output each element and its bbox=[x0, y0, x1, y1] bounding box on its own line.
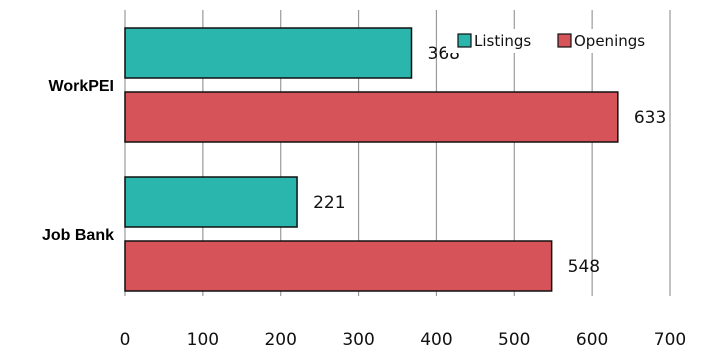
category-label-job-bank: Job Bank bbox=[42, 227, 114, 244]
x-tick-label-100: 100 bbox=[187, 330, 219, 350]
legend-swatch-openings bbox=[557, 33, 572, 48]
x-tick-label-300: 300 bbox=[342, 330, 374, 350]
x-tick-label-600: 600 bbox=[576, 330, 608, 350]
x-tick-label-200: 200 bbox=[264, 330, 296, 350]
legend-label-openings: Openings bbox=[574, 32, 645, 50]
bar-workpei-openings bbox=[124, 91, 619, 143]
legend-background bbox=[446, 29, 662, 53]
data-label-job-bank-openings: 548 bbox=[568, 257, 600, 277]
bar-job-bank-openings bbox=[124, 240, 553, 292]
x-tick-label-0: 0 bbox=[120, 330, 131, 350]
x-axis-ticks: 0 100 200 300 400 500 600 700 bbox=[120, 330, 687, 350]
x-tick-label-700: 700 bbox=[654, 330, 686, 350]
bar-workpei-listings bbox=[124, 27, 413, 79]
legend-swatch-listings bbox=[457, 33, 472, 48]
x-tick-label-500: 500 bbox=[498, 330, 530, 350]
legend-label-listings: Listings bbox=[474, 32, 531, 50]
data-label-workpei-openings: 633 bbox=[634, 108, 666, 128]
data-label-job-bank-listings: 221 bbox=[313, 193, 345, 213]
category-label-workpei: WorkPEI bbox=[49, 78, 115, 95]
legend: Listings Openings bbox=[446, 29, 662, 53]
bar-job-bank-listings bbox=[124, 176, 298, 228]
x-tick-label-400: 400 bbox=[420, 330, 452, 350]
category-labels: WorkPEI Job Bank bbox=[42, 78, 114, 244]
bars bbox=[124, 27, 619, 292]
